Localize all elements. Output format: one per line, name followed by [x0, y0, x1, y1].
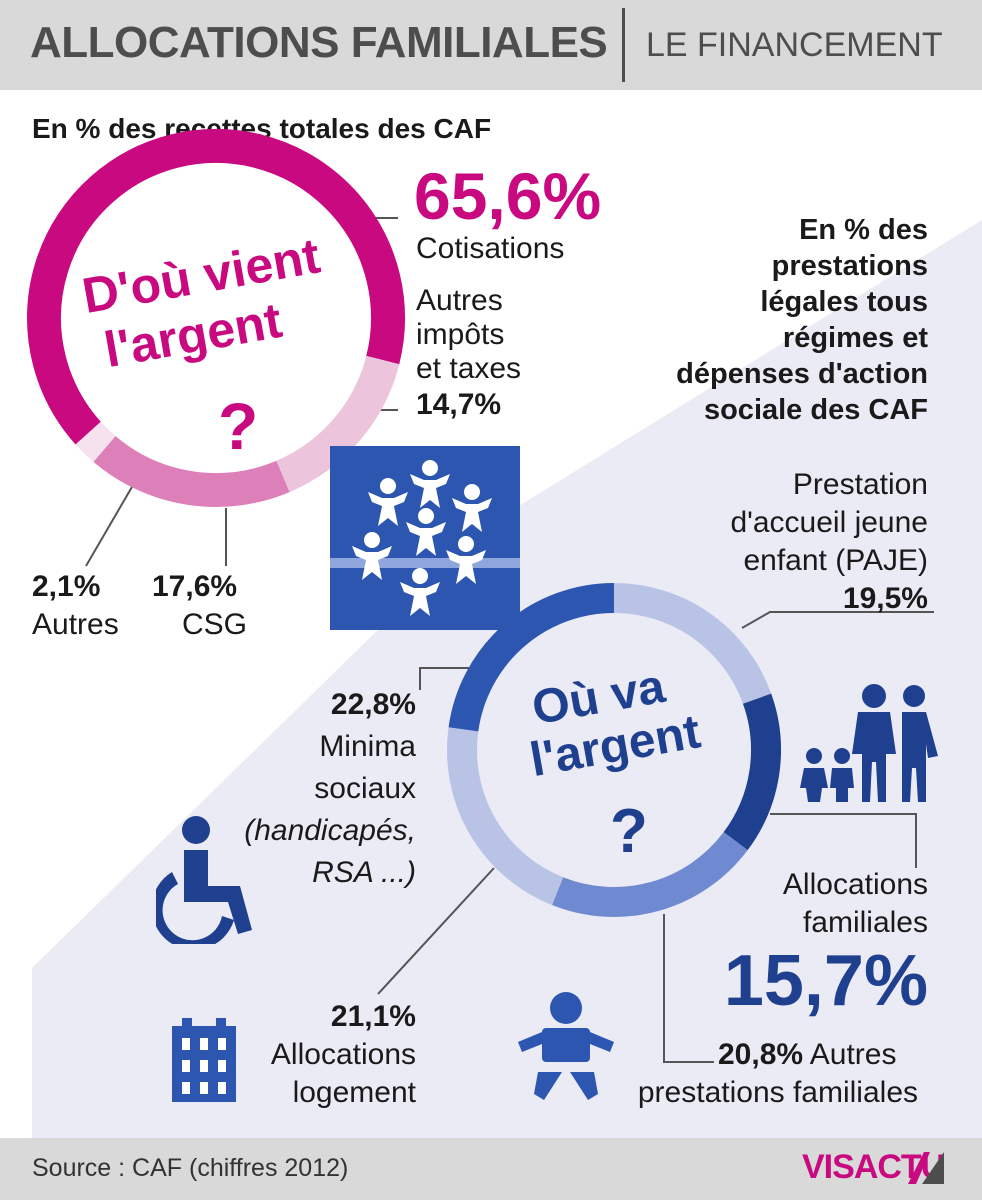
spending-heading-5: dépenses d'action [676, 358, 928, 390]
alloc-fam-label-1: Allocations [782, 868, 928, 901]
connector-minima [419, 667, 470, 690]
slice-cotisations [27, 129, 405, 445]
autres-value: 2,1% [32, 570, 101, 603]
spending-heading-1: En % des [799, 214, 928, 246]
spending-question-mark: ? [610, 797, 648, 866]
autres-label: Autres [32, 608, 119, 641]
minima-label-3: (handicapés, [244, 814, 416, 847]
impots-value: 14,7% [416, 388, 502, 421]
header-divider [622, 8, 625, 82]
csg-label: CSG [182, 608, 248, 641]
impots-label-1: Autres [416, 284, 503, 317]
connector-alloc-fam [770, 813, 917, 868]
caf-logo [330, 446, 520, 630]
page-title: ALLOCATIONS FAMILIALES [30, 18, 608, 67]
paje-label-3: enfant (PAJE) [743, 544, 928, 577]
connector-autres-pf [663, 914, 714, 1063]
logement-label-1: Allocations [270, 1038, 416, 1071]
slice-autres-prestations [551, 831, 748, 917]
footer-bar [0, 1138, 982, 1200]
csg-value: 17,6% [152, 570, 238, 603]
autres-pf-value: 20,8% [718, 1038, 804, 1071]
cotisations-label: Cotisations [416, 232, 565, 265]
paje-label-1: Prestation [792, 468, 928, 501]
baby-icon [518, 992, 614, 1100]
connector-logement [377, 867, 495, 995]
building-icon [172, 1018, 236, 1102]
source-text: Source : CAF (chiffres 2012) [32, 1154, 349, 1182]
logement-label-2: logement [292, 1076, 416, 1109]
impots-label-3: et taxes [416, 352, 522, 385]
autres-pf-label-2: prestations familiales [637, 1076, 918, 1109]
minima-label-4: RSA ...) [312, 856, 416, 889]
slice-allocations-logement [447, 727, 564, 906]
slice-autres-impots [276, 355, 400, 493]
alloc-fam-label-2: familiales [802, 906, 928, 939]
slice-autres [75, 421, 116, 462]
paje-label-2: d'accueil jeune [730, 506, 928, 539]
spending-heading-4: régimes et [782, 322, 928, 354]
minima-label-2: sociaux [314, 772, 416, 805]
header-bar [0, 0, 982, 90]
spending-heading-3: légales tous [760, 286, 928, 318]
minima-value: 22,8% [330, 688, 416, 721]
page-subtitle: LE FINANCEMENT [646, 26, 943, 64]
slice-allocations-familiales [723, 693, 781, 851]
paje-value: 19,5% [842, 582, 928, 615]
autres-pf-line-1: 20,8% Autres [718, 1038, 896, 1072]
impots-label-2: impôts [416, 318, 505, 351]
alloc-fam-value: 15,7% [723, 941, 928, 1021]
slice-paje [613, 583, 772, 705]
brand-vis: VIS [802, 1148, 855, 1186]
family-icon [800, 684, 938, 802]
autres-pf-label-1: Autres [809, 1038, 897, 1071]
visactu-logo-mark [908, 1152, 944, 1184]
slice-minima-sociaux [448, 583, 615, 732]
cotisations-value: 65,6% [414, 159, 602, 233]
connector-autres [85, 479, 137, 567]
income-question-mark: ? [218, 389, 259, 463]
spending-heading-6: sociale des CAF [703, 394, 928, 426]
connector-paje [741, 611, 934, 629]
wheelchair-icon [156, 816, 252, 944]
spending-heading-2: prestations [771, 250, 928, 282]
minima-label-1: Minima [319, 730, 416, 763]
slice-csg [93, 435, 290, 507]
logement-value: 21,1% [330, 1000, 416, 1033]
